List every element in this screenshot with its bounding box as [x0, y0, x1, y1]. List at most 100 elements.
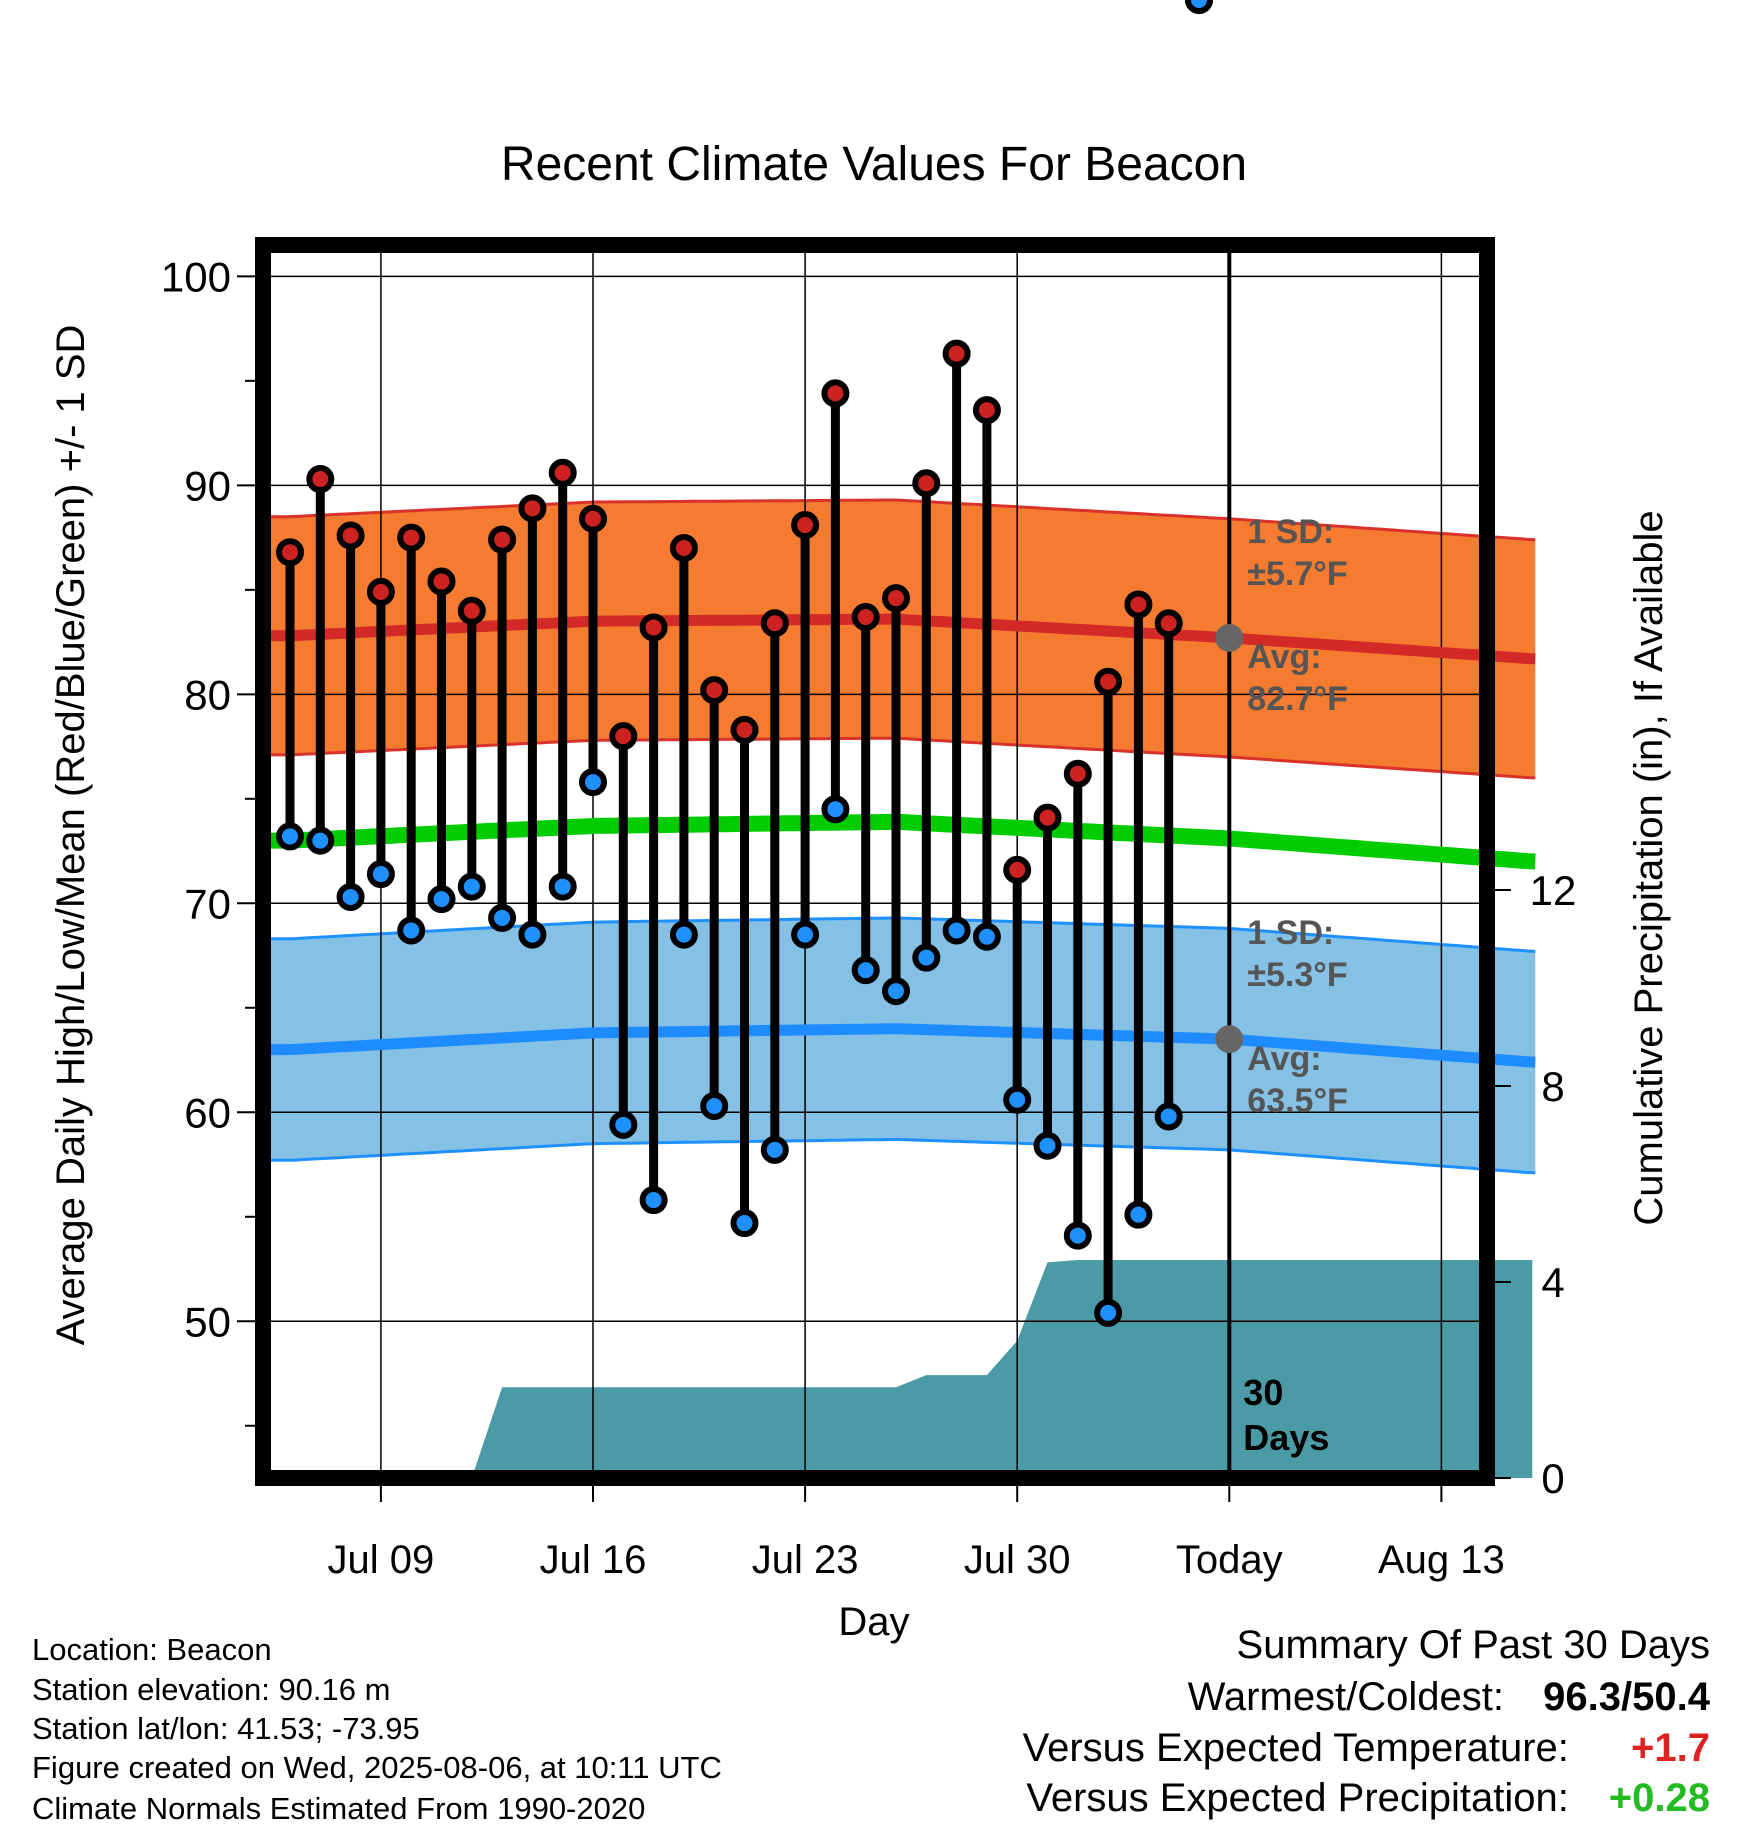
- high-dot-2025-07-12: [457, 596, 486, 625]
- high-dot-2025-07-11: [427, 567, 456, 596]
- plot-frame: [255, 237, 1495, 1486]
- low-sd-band: [262, 918, 1536, 1173]
- low-dot-2025-07-12: [457, 872, 486, 901]
- normals-text: Climate Normals Estimated From 1990-2020: [32, 1791, 646, 1826]
- low-dot-2025-08-01: [1063, 1221, 1092, 1250]
- low-dot-2025-07-15: [548, 872, 577, 901]
- low-dot-2025-08-04: [1154, 1102, 1183, 1131]
- low-dot-2025-07-28: [942, 916, 971, 945]
- low-dot-2025-07-27: [912, 943, 941, 972]
- low-dot-2025-07-16: [579, 768, 607, 797]
- high-dot-2025-07-13: [488, 525, 517, 554]
- low-dot-2025-07-14: [518, 920, 547, 949]
- low-avg-label: Avg:: [1247, 1040, 1321, 1078]
- axes: 50 60 70 80 90 100 0 4 8 12 Jul 09 Jul 16 Jul 23 Jul …: [161, 253, 1576, 1582]
- high-dot-2025-07-25: [851, 602, 880, 631]
- y-left-tick-label-60: 60: [184, 1089, 231, 1136]
- low-dot-2025-07-10: [397, 916, 426, 945]
- warmest-value: 96.3: [1543, 1675, 1622, 1719]
- today-label-count: 30: [1243, 1372, 1283, 1413]
- high-dot-2025-07-16: [579, 504, 607, 533]
- high-dot-2025-07-21: [730, 715, 759, 744]
- summary-title: Summary Of Past 30 Days: [1236, 1623, 1710, 1667]
- low-dot-2025-07-26: [882, 977, 910, 1006]
- high-dot-2025-07-29: [972, 396, 1001, 425]
- high-dot-2025-07-10: [397, 523, 426, 552]
- low-dot-2025-07-09: [366, 860, 395, 889]
- latlon-text: Station lat/lon: 41.53; -73.95: [32, 1711, 420, 1746]
- high-dot-2025-07-19: [669, 534, 698, 563]
- low-dot-2025-07-31: [1033, 1131, 1062, 1160]
- high-dot-2025-07-27: [912, 469, 941, 498]
- x-tick-label-Jul-09: Jul 09: [328, 1538, 435, 1582]
- summary-warm-cold: Warmest/Coldest: 96.3/50.4: [1188, 1677, 1710, 1717]
- low-dot-2025-07-17: [609, 1110, 638, 1139]
- low-dot-2025-07-30: [1003, 1085, 1032, 1114]
- high-dot-2025-07-28: [942, 339, 971, 368]
- y-left-tick-label-100: 100: [161, 253, 231, 300]
- y-axis-left-label: Average Daily High/Low/Mean (Red/Blue/Gr…: [49, 325, 93, 1346]
- low-dot-2025-07-18: [639, 1186, 668, 1215]
- x-tick-label-Today: Today: [1176, 1538, 1283, 1582]
- today-avg-low-dot: [1215, 1025, 1244, 1054]
- low-avg-value: 63.5°F: [1247, 1082, 1348, 1120]
- created-text: Figure created on Wed, 2025-08-06, at 10…: [32, 1750, 722, 1785]
- high-avg-value: 82.7°F: [1247, 680, 1348, 718]
- low-dot-2025-07-13: [488, 903, 517, 932]
- low-band-lower-edge: [262, 1138, 1536, 1175]
- precipitation-area: [290, 1260, 1533, 1478]
- y-left-tick-label-80: 80: [184, 671, 231, 718]
- precip-cumulative-area: [290, 1260, 1533, 1478]
- coldest-value: 50.4: [1632, 1675, 1710, 1719]
- high-band-upper-edge: [262, 498, 1536, 542]
- low-dot-2025-08-02: [1094, 1298, 1123, 1327]
- temp-label: Versus Expected Temperature:: [1022, 1726, 1569, 1770]
- low-dot-2025-08-03: [1124, 1200, 1153, 1229]
- temp-anomaly-value: +1.7: [1631, 1726, 1710, 1770]
- y-left-tick-label-50: 50: [184, 1298, 231, 1345]
- high-dot-2025-07-31: [1033, 803, 1062, 832]
- precip-anomaly-value: +0.28: [1608, 1776, 1710, 1820]
- high-dot-2025-07-23: [791, 511, 820, 540]
- high-dot-2025-07-24: [821, 379, 850, 408]
- warm-cold-slash: /: [1621, 1675, 1633, 1719]
- today-label-days: Days: [1243, 1417, 1329, 1458]
- low-dot-2025-07-24: [821, 795, 850, 824]
- high-dot-2025-07-09: [366, 577, 395, 606]
- today-avg-high-dot: [1215, 623, 1244, 652]
- high-dot-2025-07-18: [639, 613, 668, 642]
- summary-precip: Versus Expected Precipitation: +0.28: [1026, 1778, 1710, 1818]
- low-dot-2025-07-11: [427, 885, 456, 914]
- y-left-tick-label-70: 70: [184, 880, 231, 927]
- high-dot-2025-07-17: [609, 722, 638, 751]
- low-dot-2025-07-06: [276, 822, 304, 851]
- low-dot-2025-07-20: [700, 1092, 729, 1121]
- elevation-text: Station elevation: 90.16 m: [32, 1672, 391, 1707]
- y-right-tick-label-12: 12: [1530, 867, 1577, 914]
- y-axis-right-label: Cumulative Precipitation (in), If Availa…: [1627, 510, 1671, 1225]
- low-dot-2025-07-07: [306, 826, 335, 855]
- daily-dots: [276, 0, 1213, 1327]
- location-text: Location: Beacon: [32, 1632, 272, 1667]
- high-dot-2025-07-07: [306, 465, 335, 494]
- high-avg-label: Avg:: [1247, 638, 1321, 676]
- high-sd-value: ±5.7°F: [1247, 555, 1347, 593]
- x-tick-label-Jul-23: Jul 23: [752, 1538, 859, 1582]
- precip-label: Versus Expected Precipitation:: [1026, 1776, 1569, 1820]
- y-right-tick-label-0: 0: [1541, 1455, 1564, 1502]
- avg-low-line: [262, 1023, 1536, 1068]
- high-dot-2025-08-01: [1063, 759, 1092, 788]
- low-dot-2025-07-19: [669, 920, 698, 949]
- y-right-tick-label-4: 4: [1541, 1259, 1564, 1306]
- low-sd-value: ±5.3°F: [1247, 956, 1347, 994]
- high-dot-2025-07-20: [700, 676, 729, 705]
- high-dot-2025-07-26: [882, 584, 910, 613]
- low-dot-2025-07-21: [730, 1209, 759, 1238]
- low-dot-2025-07-25: [851, 956, 880, 985]
- low-sd-label: 1 SD:: [1247, 914, 1334, 952]
- x-tick-label-Aug-13: Aug 13: [1378, 1538, 1505, 1582]
- warm-cold-label: Warmest/Coldest:: [1187, 1675, 1505, 1719]
- high-dot-2025-08-04: [1154, 609, 1183, 638]
